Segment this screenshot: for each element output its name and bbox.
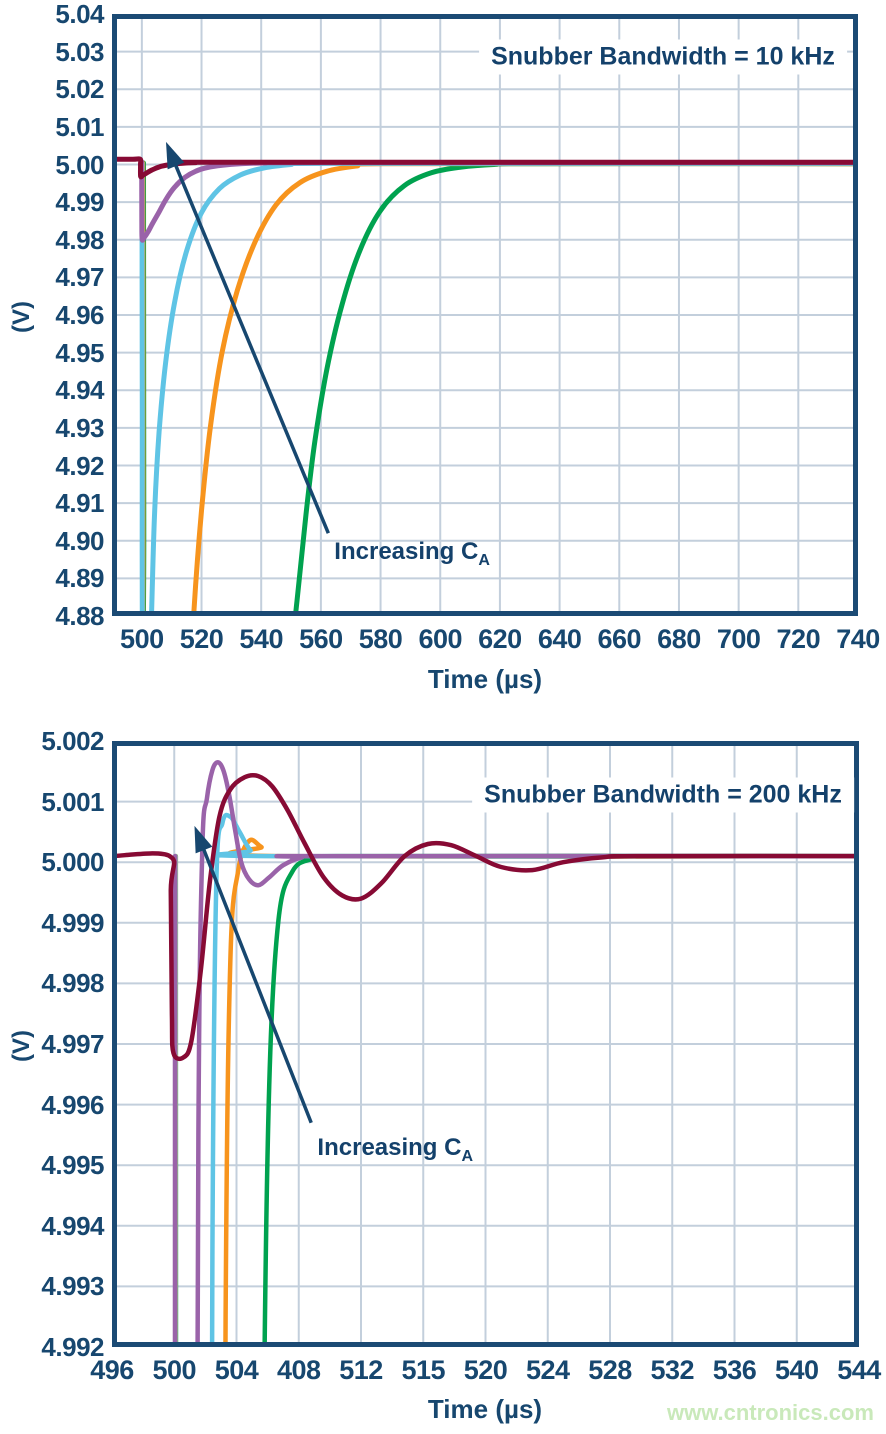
y-tick-label: 4.98 (55, 224, 104, 255)
annotation-arrow (194, 825, 313, 1124)
x-tick-label: 512 (339, 1355, 383, 1385)
y-tick-label: 4.93 (55, 412, 104, 443)
x-tick-label: 515 (401, 1355, 446, 1385)
series-path-maroon (115, 772, 856, 1062)
y-tick-label: 4.92 (55, 450, 104, 481)
increasing-ca-annotation: Increasing CA (317, 1134, 474, 1165)
y-tick-label: 5.02 (55, 74, 104, 105)
y-tick-label: 4.999 (41, 907, 104, 938)
x-tick-label: 528 (588, 1355, 632, 1385)
y-tick-label: 4.997 (41, 1029, 104, 1059)
series-path-cyan (173, 812, 856, 1344)
plot-area (112, 14, 858, 616)
x-tick-label: 532 (650, 1355, 695, 1385)
y-tick-label: 5.01 (55, 111, 104, 142)
x-axis-label: Time (µs) (427, 1394, 543, 1424)
watermark: www.cntronics.com (666, 1400, 874, 1425)
x-tick-label: 640 (537, 624, 582, 654)
x-tick-label: 500 (120, 624, 164, 654)
y-tick-label: 4.995 (41, 1150, 104, 1181)
chart-border (112, 741, 859, 1347)
plot-area (112, 741, 859, 1347)
series-path-green (140, 160, 855, 613)
x-tick-label: 620 (478, 624, 522, 654)
x-tick-label: 580 (358, 624, 403, 654)
grid-lines (112, 741, 859, 1347)
increasing-ca-annotation: Increasing CA (334, 537, 490, 569)
grid-lines (112, 14, 858, 616)
y-tick-label: 5.04 (55, 0, 104, 29)
x-tick-label: 560 (299, 624, 343, 654)
y-tick-label: 4.99 (55, 187, 104, 218)
x-tick-label: 524 (525, 1355, 570, 1385)
y-tick-label: 4.94 (55, 375, 104, 406)
y-tick-label: 4.998 (41, 968, 104, 999)
y-tick-label: 4.993 (41, 1271, 104, 1302)
y-tick-label: 4.90 (55, 525, 104, 556)
x-tick-label: 540 (774, 1355, 819, 1385)
y-tick-label: 4.95 (55, 337, 104, 368)
y-tick-label: 5.00 (55, 149, 104, 180)
y-tick-label: 5.03 (55, 36, 104, 67)
x-axis-label: Time (µs) (427, 664, 543, 694)
y-tick-label: 4.96 (55, 300, 104, 330)
y-tick-label: 5.001 (41, 786, 104, 817)
y-tick-label: 5.002 (41, 726, 104, 756)
x-tick-label: 544 (837, 1355, 881, 1385)
x-tick-label: 504 (214, 1355, 259, 1385)
y-tick-label: 4.97 (55, 262, 104, 293)
y-axis-label: (V) (8, 1030, 35, 1062)
annotation-arrow (166, 141, 330, 534)
x-tick-label: 680 (657, 624, 701, 654)
x-tick-label: 700 (716, 624, 761, 654)
y-tick-label: 4.88 (55, 601, 104, 631)
x-tick-label: 660 (597, 624, 642, 654)
y-axis-label: (V) (8, 301, 35, 333)
chart-border (112, 14, 858, 616)
y-tick-label: 4.994 (41, 1210, 104, 1241)
x-tick-label: 740 (836, 624, 880, 654)
series-path-purple (172, 759, 856, 1344)
x-tick-label: 500 (152, 1355, 197, 1385)
series-path-orange (173, 837, 856, 1344)
y-tick-label: 4.89 (55, 563, 104, 594)
x-tick-label: 496 (90, 1355, 134, 1385)
x-tick-label: 408 (276, 1355, 321, 1385)
y-tick-label: 4.996 (41, 1089, 104, 1120)
chart-title: Snubber Bandwidth = 200 kHz (472, 777, 854, 813)
series-path-orange (140, 160, 855, 613)
x-tick-label: 720 (776, 624, 821, 654)
x-tick-label: 520 (179, 624, 224, 654)
x-tick-label: 536 (712, 1355, 757, 1385)
y-tick-label: 4.992 (41, 1332, 104, 1362)
x-tick-label: 520 (463, 1355, 508, 1385)
series-path-maroon (115, 156, 855, 180)
chart-title: Snubber Bandwidth = 10 kHz (479, 39, 847, 75)
y-tick-label: 4.91 (55, 488, 104, 519)
y-tick-label: 5.000 (41, 847, 104, 878)
series-path-green (173, 853, 856, 1344)
x-tick-label: 540 (239, 624, 283, 654)
x-tick-label: 600 (418, 624, 463, 654)
